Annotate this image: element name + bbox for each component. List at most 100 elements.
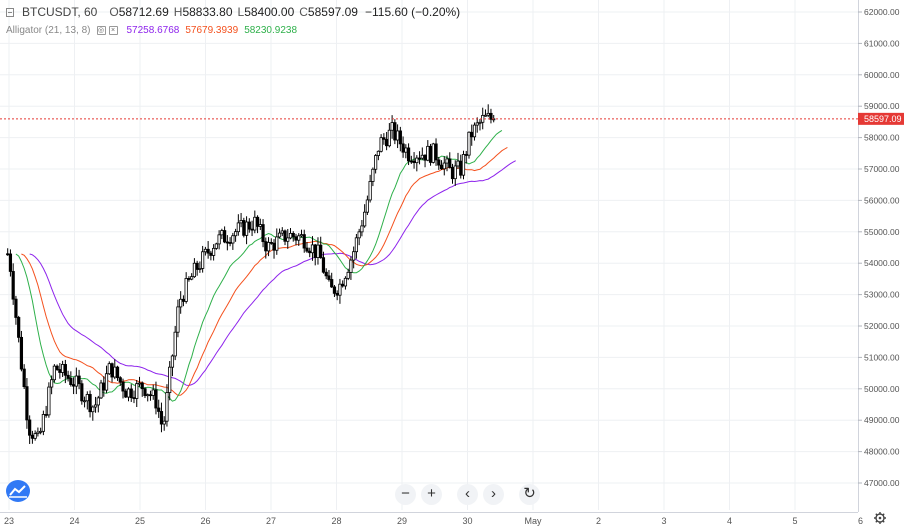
candle-body (214, 243, 218, 249)
candle-body (159, 411, 164, 425)
candle-body (80, 383, 84, 402)
candle-body (179, 298, 183, 308)
candle-body (244, 221, 249, 236)
candle-body (376, 150, 380, 156)
candle-body (137, 382, 142, 385)
candle-body (148, 394, 153, 397)
time-tick-label: 24 (69, 516, 79, 526)
candle-body (277, 232, 282, 238)
candle-body (412, 160, 416, 164)
time-tick-label: May (524, 516, 542, 526)
last-price-label-text: 58597.09 (864, 114, 902, 124)
candle-body (181, 298, 186, 302)
candle-body (61, 364, 65, 373)
candle-body (184, 278, 188, 302)
price-axis-bg (858, 0, 904, 528)
candle-body (308, 250, 312, 254)
candle-body (118, 377, 122, 383)
price-axis[interactable]: 62000.00 61000.00 60000.00 59000.00 58000.00… (858, 0, 904, 528)
price-tick-label: 47000.00 (864, 478, 900, 488)
collapse-icon[interactable] (6, 7, 14, 17)
scroll-right-button[interactable]: › (483, 484, 504, 505)
scroll-left-button[interactable]: ‹ (457, 484, 478, 505)
candle-body (393, 122, 397, 141)
candle-body (409, 160, 413, 163)
candle-body (266, 241, 271, 252)
candle-body (346, 271, 350, 279)
candle-body (33, 433, 37, 439)
candle-body (321, 257, 326, 273)
indicator-row: Alligator (21, 13, 8) ◎ × 57258.6768 576… (6, 25, 297, 36)
candle-body (319, 244, 323, 259)
close-value: 58597.09 (307, 5, 358, 19)
candle-body (401, 143, 405, 153)
candle-body (365, 199, 369, 213)
candle-body (126, 388, 131, 398)
candle-body (63, 364, 67, 376)
candle-body (52, 365, 56, 381)
candle-body (102, 382, 106, 391)
candle-body (357, 231, 361, 239)
candle-body (316, 244, 320, 258)
candle-body (415, 157, 419, 164)
candle-body (146, 394, 150, 397)
candle-body (406, 147, 411, 162)
chart-legend: BTCUSDT, 60 O 58712.69 H 58833.80 L 5840… (0, 0, 860, 40)
price-tick-label: 54000.00 (864, 258, 900, 268)
zoom-out-button[interactable]: − (395, 484, 416, 505)
candle-body (341, 283, 345, 287)
candle-body (310, 244, 315, 254)
candle-body (17, 317, 21, 338)
candle-body (461, 154, 466, 176)
candle-body (58, 369, 62, 373)
time-tick-label: 6 (858, 516, 863, 526)
candle-body (335, 292, 339, 296)
time-tick-label: 3 (661, 516, 666, 526)
candle-body (445, 158, 449, 164)
candle-body (96, 397, 100, 406)
alligator-jaw-line (29, 160, 516, 387)
candle-body (426, 145, 430, 161)
candle-body (456, 160, 460, 167)
symbol-label[interactable]: BTCUSDT, 60 (22, 5, 98, 19)
time-axis-bg (0, 512, 858, 528)
zoom-in-button[interactable]: + (421, 484, 442, 505)
candle-body (291, 232, 295, 238)
candle-body (439, 164, 444, 170)
candle-body (327, 275, 331, 280)
candle-body (395, 130, 400, 141)
candle-body (299, 234, 304, 237)
candle-body (423, 154, 427, 161)
visibility-eye-icon[interactable]: ◎ (96, 26, 106, 35)
candle-body (470, 131, 474, 138)
candle-body (247, 221, 251, 230)
time-axis[interactable]: 23 24 25 26 27 28 29 30 May 2 3 4 5 6 (0, 512, 863, 528)
candle-body (349, 259, 353, 273)
candle-body (404, 147, 408, 153)
candle-body (242, 220, 246, 236)
candle-body (272, 242, 276, 251)
candle-body (212, 247, 216, 256)
candle-body (236, 222, 240, 233)
candle-body (44, 414, 48, 416)
time-tick-label: 25 (135, 516, 145, 526)
indicator-name[interactable]: Alligator (21, 13, 8) (6, 25, 91, 36)
reset-chart-button[interactable]: ↻ (519, 484, 540, 505)
candle-body (363, 211, 367, 227)
low-label: L (237, 5, 245, 19)
remove-indicator-icon[interactable]: × (108, 26, 118, 35)
candle-body (428, 145, 433, 163)
candle-body (258, 224, 262, 227)
candle-body (28, 419, 32, 436)
candle-body (330, 279, 334, 288)
candle-body (209, 252, 213, 256)
settings-gear-icon[interactable] (874, 512, 886, 524)
tradingview-logo-icon[interactable] (6, 480, 30, 502)
candle-body (434, 143, 438, 161)
low-value: 58400.00 (244, 5, 295, 19)
candle-body (253, 216, 257, 231)
candle-body (231, 235, 235, 244)
candle-body (288, 232, 293, 239)
price-tick-label: 48000.00 (864, 447, 900, 457)
